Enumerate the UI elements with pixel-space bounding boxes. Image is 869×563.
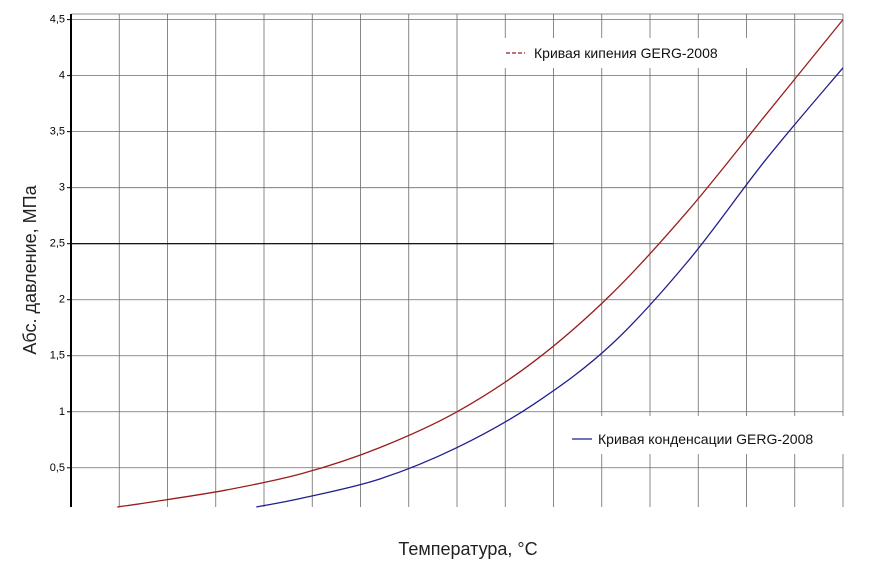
condensation-curve [256, 67, 844, 508]
y-tick-label: 3,5 [50, 126, 65, 138]
y-tick-labels: 0,5 1 1,5 2 2,5 3 3,5 4 4,5 [50, 14, 71, 474]
y-tick-label: 2,5 [50, 238, 65, 250]
x-axis-title: Температура, °С [398, 539, 537, 559]
legend-top-label: Кривая кипения GERG-2008 [534, 45, 718, 61]
y-axis-title: Абс. давление, МПа [20, 184, 40, 354]
series-layer [117, 19, 844, 508]
boiling-curve [117, 19, 844, 508]
y-tick-label: 4 [59, 70, 65, 82]
y-tick-label: 4,5 [50, 14, 65, 26]
y-tick-label: 1 [59, 406, 65, 418]
legend-bottom-label: Кривая конденсации GERG-2008 [598, 431, 813, 447]
y-tick-label: 0,5 [50, 462, 65, 474]
y-tick-label: 2 [59, 294, 65, 306]
y-tick-label: 1,5 [50, 350, 65, 362]
legend-top-bg [495, 38, 785, 68]
y-tick-label: 3 [59, 182, 65, 194]
legend-bottom-bg [564, 416, 854, 454]
